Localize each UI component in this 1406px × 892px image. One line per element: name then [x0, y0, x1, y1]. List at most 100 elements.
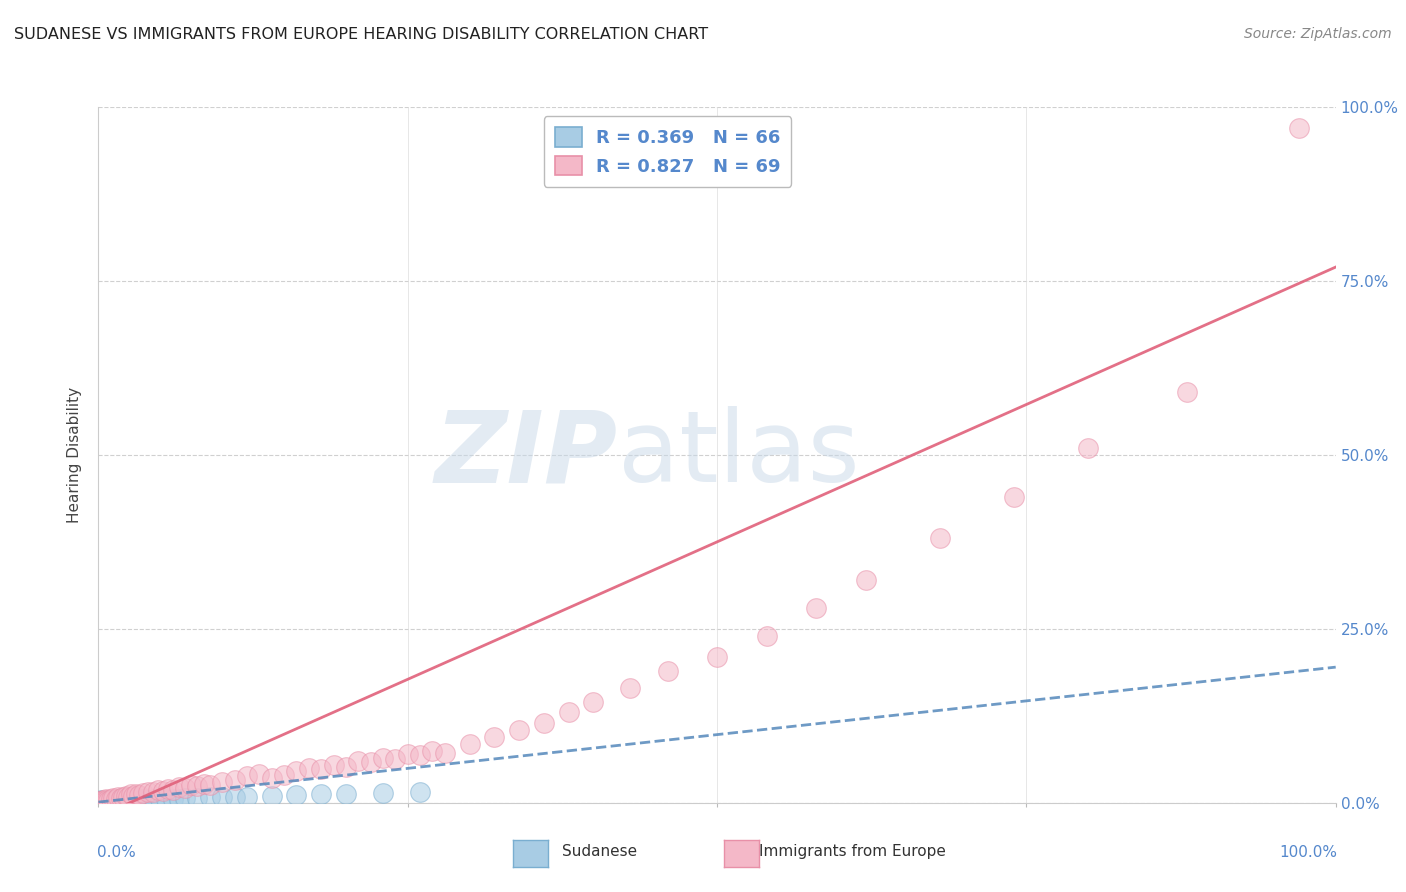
- Point: [128, 788, 150, 802]
- Point: [260, 772, 283, 786]
- Point: [167, 791, 190, 805]
- Point: [186, 779, 208, 793]
- Point: [103, 795, 125, 809]
- Point: [122, 789, 145, 803]
- Point: [89, 794, 111, 808]
- Point: [90, 795, 112, 809]
- Point: [89, 795, 111, 809]
- Point: [94, 794, 117, 808]
- Point: [114, 789, 136, 803]
- Point: [198, 778, 221, 792]
- Point: [97, 794, 120, 808]
- Point: [155, 792, 177, 806]
- Point: [384, 752, 406, 766]
- Point: [97, 795, 120, 809]
- Point: [110, 794, 132, 808]
- Point: [96, 794, 118, 808]
- Point: [128, 793, 150, 807]
- Point: [247, 766, 270, 780]
- Point: [107, 790, 129, 805]
- Point: [93, 795, 115, 809]
- Point: [371, 750, 394, 764]
- Point: [396, 747, 419, 761]
- Point: [96, 794, 118, 808]
- Point: [132, 792, 155, 806]
- Point: [96, 793, 118, 807]
- Point: [142, 785, 165, 799]
- Point: [91, 794, 114, 808]
- Point: [90, 794, 112, 808]
- Point: [93, 795, 115, 809]
- Point: [110, 791, 132, 805]
- Point: [484, 730, 506, 744]
- Point: [1288, 120, 1310, 135]
- Point: [91, 794, 114, 808]
- Point: [224, 772, 246, 787]
- Point: [347, 754, 370, 768]
- Point: [156, 781, 179, 796]
- Point: [804, 601, 827, 615]
- Point: [260, 789, 283, 803]
- Point: [273, 768, 295, 782]
- Point: [91, 795, 114, 809]
- Point: [100, 794, 122, 808]
- Point: [93, 793, 115, 807]
- Point: [90, 794, 112, 808]
- Point: [360, 756, 382, 770]
- Point: [236, 789, 259, 804]
- Point: [100, 791, 122, 805]
- Point: [162, 791, 184, 805]
- Point: [120, 788, 142, 802]
- Point: [112, 789, 135, 804]
- Point: [103, 794, 125, 808]
- Point: [97, 794, 120, 808]
- Point: [211, 775, 233, 789]
- Point: [1077, 441, 1099, 455]
- Text: ZIP: ZIP: [434, 407, 619, 503]
- Point: [322, 757, 344, 772]
- Point: [458, 737, 481, 751]
- Point: [120, 794, 142, 808]
- Point: [117, 793, 139, 807]
- Point: [93, 794, 115, 808]
- Point: [94, 794, 117, 808]
- Text: Source: ZipAtlas.com: Source: ZipAtlas.com: [1244, 27, 1392, 41]
- Text: atlas: atlas: [619, 407, 859, 503]
- Point: [124, 793, 146, 807]
- Point: [101, 794, 124, 808]
- Point: [193, 777, 215, 791]
- Point: [104, 794, 127, 808]
- Point: [89, 794, 111, 808]
- Point: [211, 790, 233, 805]
- Point: [174, 781, 197, 796]
- Point: [111, 794, 134, 808]
- Point: [132, 786, 155, 800]
- Point: [103, 794, 125, 808]
- Point: [285, 788, 308, 802]
- Point: [180, 778, 202, 792]
- Point: [103, 794, 125, 808]
- Point: [90, 793, 112, 807]
- Point: [112, 794, 135, 808]
- Point: [143, 792, 166, 806]
- Point: [371, 786, 394, 800]
- Text: Immigrants from Europe: Immigrants from Europe: [759, 845, 946, 859]
- Point: [285, 764, 308, 779]
- Text: 100.0%: 100.0%: [1279, 845, 1337, 860]
- Point: [152, 784, 174, 798]
- Point: [91, 794, 114, 808]
- Point: [335, 787, 357, 801]
- Point: [309, 763, 332, 777]
- Point: [433, 746, 456, 760]
- Point: [103, 791, 125, 805]
- Text: Sudanese: Sudanese: [562, 845, 637, 859]
- Point: [100, 794, 122, 808]
- Legend: R = 0.369   N = 66, R = 0.827   N = 69: R = 0.369 N = 66, R = 0.827 N = 69: [544, 116, 792, 186]
- Point: [114, 794, 136, 808]
- Point: [508, 723, 530, 737]
- Point: [167, 780, 190, 795]
- Point: [298, 761, 321, 775]
- Point: [93, 794, 115, 808]
- Point: [98, 793, 121, 807]
- Point: [94, 795, 117, 809]
